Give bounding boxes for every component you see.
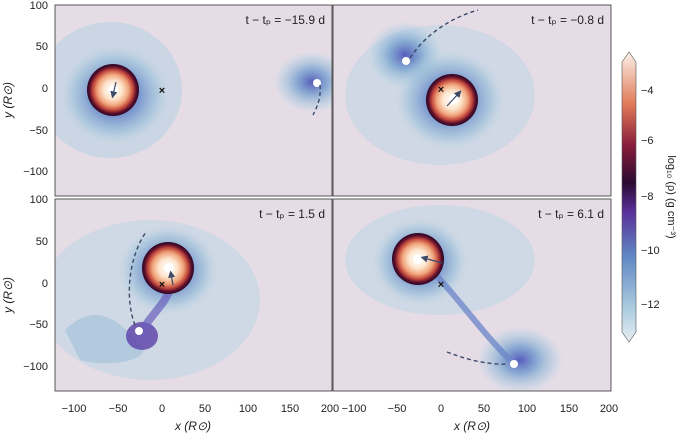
x-tick-label: 150 (560, 403, 578, 415)
x-tick-label: 100 (239, 403, 257, 415)
x-axis-label-right: x (R⊙) (453, 419, 490, 433)
x-axis-left: −100 −50 0 50 100 150 200 (62, 403, 340, 415)
x-tick-label: 150 (281, 403, 299, 415)
companion-star (313, 79, 321, 87)
companion-star (402, 57, 410, 65)
y-tick-label: 50 (36, 41, 48, 53)
y-axis-bottom: 100 50 0 −50 −100 (23, 194, 48, 373)
y-axis-label-top: y (R⊙) (1, 82, 15, 119)
companion-star (135, 327, 143, 335)
x-tick-label: 50 (199, 403, 211, 415)
x-tick-label: 200 (600, 403, 618, 415)
colorbar-tick-label: −10 (641, 245, 660, 257)
y-tick-label: 50 (36, 236, 48, 248)
x-tick-label: 100 (518, 403, 536, 415)
y-tick-label: 100 (30, 194, 48, 206)
x-tick-label: −100 (62, 403, 87, 415)
y-tick-label: −100 (23, 361, 48, 373)
x-tick-label: 50 (478, 403, 490, 415)
x-tick-label: 200 (321, 403, 339, 415)
panel-label-tr: t − tₚ = −0.8 d (531, 13, 604, 27)
colorbar-tick-label: −4 (641, 85, 654, 97)
x-tick-label: −50 (388, 403, 407, 415)
primary-core-marker (413, 254, 423, 264)
panel-label-tl: t − tₚ = −15.9 d (245, 13, 325, 27)
y-tick-label: 0 (42, 278, 48, 290)
x-tick-label: 0 (159, 403, 165, 415)
colorbar-label: log₁₀ (ρ) (g cm⁻³) (665, 155, 677, 238)
panel-top-left: × (55, 5, 332, 196)
panel-bottom-left: × (55, 199, 332, 391)
primary-core-marker (164, 263, 174, 273)
y-tick-label: −100 (23, 166, 48, 178)
colorbar-tick-label: −8 (641, 191, 654, 203)
panel-frames (54, 4, 612, 392)
y-axis-top: 100 50 0 −50 −100 (23, 0, 48, 178)
x-tick-label: −50 (109, 403, 128, 415)
x-axis-label-left: x (R⊙) (174, 419, 211, 433)
x-tick-label: −100 (342, 403, 367, 415)
y-tick-label: −50 (29, 125, 48, 137)
center-of-mass-marker: × (438, 84, 444, 96)
y-tick-label: −50 (29, 319, 48, 331)
panel-label-br: t − tₚ = 6.1 d (538, 207, 604, 221)
y-tick-label: 0 (42, 83, 48, 95)
panel-bottom-right: × (333, 199, 611, 391)
y-axis-label-bottom: y (R⊙) (1, 277, 15, 314)
panel-top-right: × (333, 5, 611, 196)
x-tick-label: 0 (438, 403, 444, 415)
panel-label-bl: t − tₚ = 1.5 d (259, 207, 325, 221)
y-tick-label: 100 (30, 0, 48, 12)
companion-star (510, 360, 518, 368)
center-of-mass-marker: × (159, 85, 165, 97)
x-axis-right: −100 −50 0 50 100 150 200 (342, 403, 619, 415)
colorbar: −4 −6 −8 −10 −12 log₁₀ (ρ) (g cm⁻³) (621, 51, 677, 343)
colorbar-tick-label: −12 (641, 299, 660, 311)
center-of-mass-marker: × (438, 279, 444, 291)
center-of-mass-marker: × (159, 279, 165, 291)
colorbar-tick-label: −6 (641, 135, 654, 147)
